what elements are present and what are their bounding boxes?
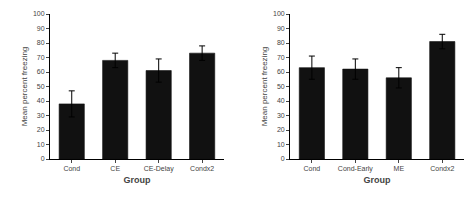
svg-text:Condx2: Condx2 (430, 165, 454, 172)
svg-text:CE-Delay: CE-Delay (144, 165, 174, 173)
svg-text:ME: ME (394, 165, 405, 172)
svg-text:50: 50 (277, 83, 285, 90)
svg-text:70: 70 (37, 54, 45, 61)
svg-text:30: 30 (277, 112, 285, 119)
svg-text:10: 10 (37, 141, 45, 148)
svg-text:20: 20 (277, 126, 285, 133)
svg-text:Mean percent freezing: Mean percent freezing (20, 47, 29, 127)
svg-text:30: 30 (37, 112, 45, 119)
svg-text:100: 100 (33, 10, 45, 17)
svg-text:90: 90 (37, 25, 45, 32)
svg-text:80: 80 (37, 39, 45, 46)
svg-text:Group: Group (364, 175, 391, 185)
svg-text:40: 40 (277, 97, 285, 104)
svg-text:80: 80 (277, 39, 285, 46)
svg-text:0: 0 (41, 155, 45, 162)
svg-text:20: 20 (37, 126, 45, 133)
svg-text:Mean percent freezing: Mean percent freezing (260, 47, 269, 127)
svg-text:40: 40 (37, 97, 45, 104)
svg-text:10: 10 (277, 141, 285, 148)
svg-text:Group: Group (123, 175, 150, 185)
svg-text:Cond-Early: Cond-Early (338, 165, 374, 173)
svg-text:Condx2: Condx2 (190, 165, 214, 172)
svg-text:60: 60 (277, 68, 285, 75)
svg-text:60: 60 (37, 68, 45, 75)
svg-text:Cond: Cond (303, 165, 320, 172)
svg-text:CE: CE (110, 165, 120, 172)
svg-text:90: 90 (277, 25, 285, 32)
svg-text:100: 100 (273, 10, 285, 17)
svg-text:70: 70 (277, 54, 285, 61)
svg-text:50: 50 (37, 83, 45, 90)
svg-text:0: 0 (281, 155, 285, 162)
svg-text:Cond: Cond (63, 165, 80, 172)
